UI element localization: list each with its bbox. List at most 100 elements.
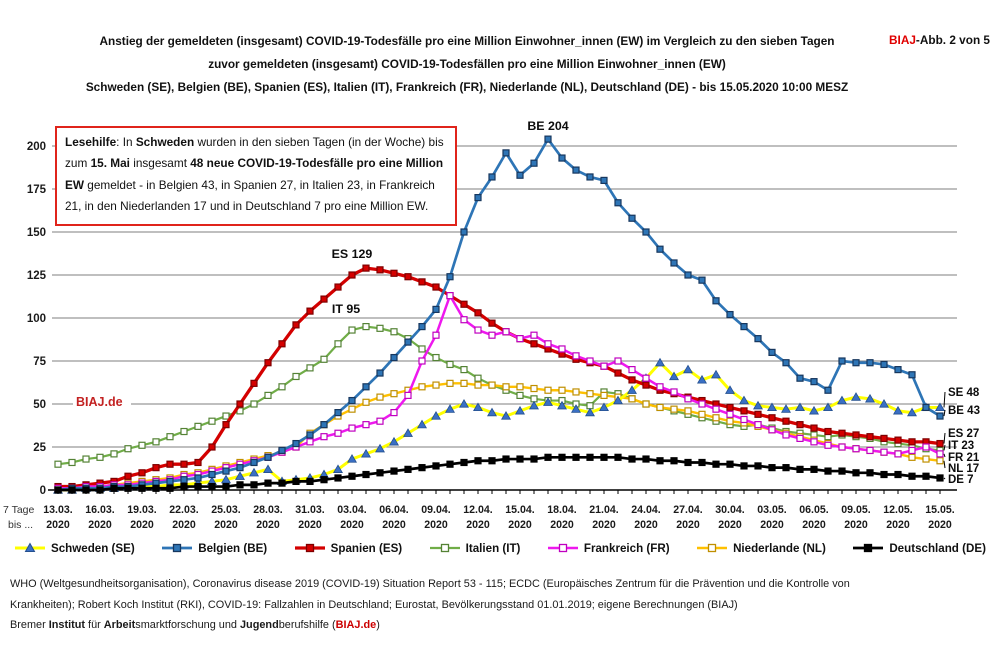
data-point-marker — [460, 458, 468, 467]
data-point-marker — [208, 482, 216, 491]
data-point-marker — [907, 407, 917, 417]
data-point-marker — [432, 331, 440, 339]
data-point-marker — [68, 486, 76, 494]
x-axis-date-label: 13.03. — [43, 504, 73, 516]
data-point-marker — [306, 307, 314, 315]
data-point-marker — [250, 458, 258, 467]
x-axis-caption: 7 Tage — [3, 504, 34, 516]
legend-swatch — [162, 543, 193, 553]
legend-marker-icon — [558, 543, 568, 553]
data-point-marker — [726, 460, 734, 468]
x-axis-year-label: 2020 — [88, 519, 112, 531]
figure-number-label: BIAJ-Abb. 2 von 5 — [889, 33, 990, 47]
data-point-marker — [250, 400, 258, 408]
data-point-marker — [544, 453, 552, 461]
data-point-marker — [586, 173, 594, 181]
data-point-marker — [936, 450, 944, 458]
x-axis-date-label: 24.04. — [631, 504, 661, 516]
x-axis-date-label: 12.04. — [463, 504, 493, 516]
data-point-marker — [250, 379, 258, 387]
data-point-marker — [810, 438, 818, 446]
data-point-marker — [278, 479, 286, 487]
data-point-marker — [936, 412, 944, 420]
data-point-marker — [655, 357, 665, 367]
data-point-marker — [936, 439, 944, 448]
data-point-marker — [250, 481, 258, 489]
page-title: Anstieg der gemeldeten (insgesamt) COVID… — [0, 30, 934, 99]
data-point-marker — [600, 391, 608, 399]
data-point-marker — [390, 467, 398, 475]
data-point-marker — [865, 393, 875, 403]
data-point-marker — [726, 410, 734, 418]
data-point-marker — [348, 405, 356, 413]
x-axis-year-label: 2020 — [382, 519, 406, 531]
data-point-marker — [852, 469, 860, 477]
data-point-marker — [866, 446, 874, 455]
data-point-marker — [348, 396, 356, 405]
data-point-marker — [683, 364, 693, 374]
legend-label: Schweden (SE) — [51, 541, 135, 555]
data-point-marker — [530, 331, 538, 339]
data-point-marker — [795, 402, 805, 412]
x-axis-year-label: 2020 — [340, 519, 364, 531]
data-point-marker — [544, 135, 552, 143]
x-axis-year-label: 2020 — [508, 519, 532, 531]
x-axis-year-label: 2020 — [886, 519, 910, 531]
data-point-marker — [516, 383, 524, 391]
data-point-marker — [333, 464, 343, 473]
y-axis-tick-label: 200 — [27, 141, 46, 153]
series-line-Frankreich (FR) — [58, 294, 941, 490]
data-point-marker — [838, 467, 846, 475]
data-point-marker — [614, 357, 622, 365]
data-point-marker — [600, 362, 608, 370]
legend-item: Niederlande (NL) — [696, 541, 826, 555]
title-line-3: Schweden (SE), Belgien (BE), Spanien (ES… — [85, 80, 849, 94]
data-point-marker — [698, 410, 706, 418]
data-point-marker — [697, 374, 707, 384]
data-point-marker — [712, 460, 720, 468]
x-axis-date-label: 28.03. — [253, 504, 283, 516]
data-point-marker — [572, 388, 580, 396]
data-point-marker — [446, 360, 454, 369]
data-point-marker — [572, 352, 580, 360]
data-point-marker — [166, 460, 174, 468]
data-point-marker — [922, 443, 930, 451]
data-point-marker — [893, 405, 903, 415]
data-point-marker — [684, 458, 692, 467]
data-point-marker — [404, 273, 412, 281]
legend-item: Deutschland (DE) — [852, 541, 986, 555]
data-point-marker — [418, 464, 426, 472]
data-point-marker — [208, 443, 216, 451]
data-point-marker — [684, 271, 692, 279]
data-point-marker — [810, 465, 818, 473]
data-point-marker — [82, 455, 90, 463]
data-point-marker — [460, 379, 468, 387]
data-point-marker — [894, 450, 902, 458]
legend-marker-icon — [173, 543, 182, 553]
data-point-marker — [432, 462, 440, 470]
data-point-marker — [362, 323, 370, 331]
data-point-marker — [152, 464, 160, 472]
data-point-marker — [614, 453, 622, 461]
data-point-marker — [166, 484, 174, 492]
x-axis-date-label: 16.03. — [85, 504, 115, 516]
biaj-watermark: BIAJ.de — [76, 395, 123, 409]
data-point-marker — [389, 436, 399, 446]
data-point-marker — [613, 395, 623, 405]
data-point-marker — [529, 400, 539, 410]
data-point-marker — [782, 417, 790, 425]
x-axis-date-label: 18.04. — [547, 504, 577, 516]
legend-item: Belgien (BE) — [161, 541, 267, 555]
data-point-marker — [194, 482, 202, 491]
data-point-marker — [768, 414, 776, 422]
data-point-marker — [614, 369, 622, 377]
data-point-marker — [334, 283, 342, 291]
data-point-marker — [516, 171, 524, 179]
data-point-marker — [796, 374, 804, 382]
x-axis-year-label: 2020 — [298, 519, 322, 531]
data-point-marker — [642, 228, 650, 236]
data-point-marker — [431, 411, 441, 420]
data-point-marker — [96, 453, 104, 461]
data-point-marker — [320, 476, 328, 484]
data-point-marker — [306, 431, 314, 439]
